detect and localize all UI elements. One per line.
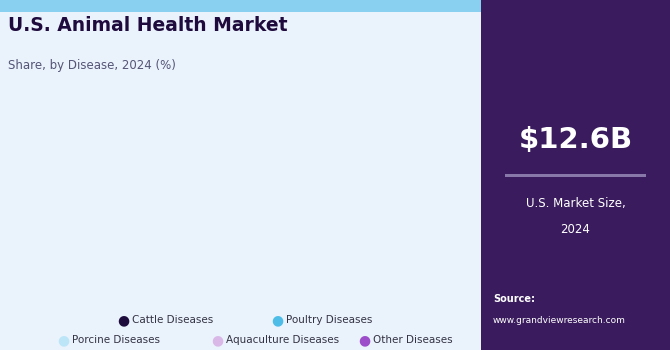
- Wedge shape: [133, 93, 234, 164]
- Text: U.S. Animal Health Market: U.S. Animal Health Market: [8, 16, 287, 35]
- Text: ●: ●: [117, 313, 129, 327]
- Text: 2024: 2024: [561, 223, 590, 236]
- FancyBboxPatch shape: [614, 21, 657, 58]
- Text: G: G: [508, 29, 524, 48]
- Text: Cattle Diseases: Cattle Diseases: [132, 315, 213, 325]
- Text: ●: ●: [211, 333, 223, 347]
- Text: ●: ●: [358, 333, 371, 347]
- Text: R: R: [628, 29, 643, 48]
- Wedge shape: [234, 52, 346, 164]
- Text: ●: ●: [57, 333, 69, 347]
- Text: Share, by Disease, 2024 (%): Share, by Disease, 2024 (%): [8, 60, 176, 72]
- Text: Other Diseases: Other Diseases: [373, 335, 453, 345]
- Text: Porcine Diseases: Porcine Diseases: [72, 335, 159, 345]
- Wedge shape: [123, 117, 234, 275]
- Text: U.S. Market Size,: U.S. Market Size,: [526, 196, 625, 210]
- Text: Source:: Source:: [493, 294, 535, 304]
- Wedge shape: [220, 164, 346, 276]
- Text: www.grandviewresearch.com: www.grandviewresearch.com: [493, 316, 626, 326]
- Wedge shape: [148, 52, 234, 164]
- Text: Poultry Diseases: Poultry Diseases: [286, 315, 373, 325]
- Text: $12.6B: $12.6B: [519, 126, 632, 154]
- Polygon shape: [561, 21, 590, 56]
- Text: ●: ●: [271, 313, 283, 327]
- FancyBboxPatch shape: [494, 21, 537, 58]
- Text: GRAND VIEW RESEARCH: GRAND VIEW RESEARCH: [527, 62, 624, 68]
- Text: Aquaculture Diseases: Aquaculture Diseases: [226, 335, 339, 345]
